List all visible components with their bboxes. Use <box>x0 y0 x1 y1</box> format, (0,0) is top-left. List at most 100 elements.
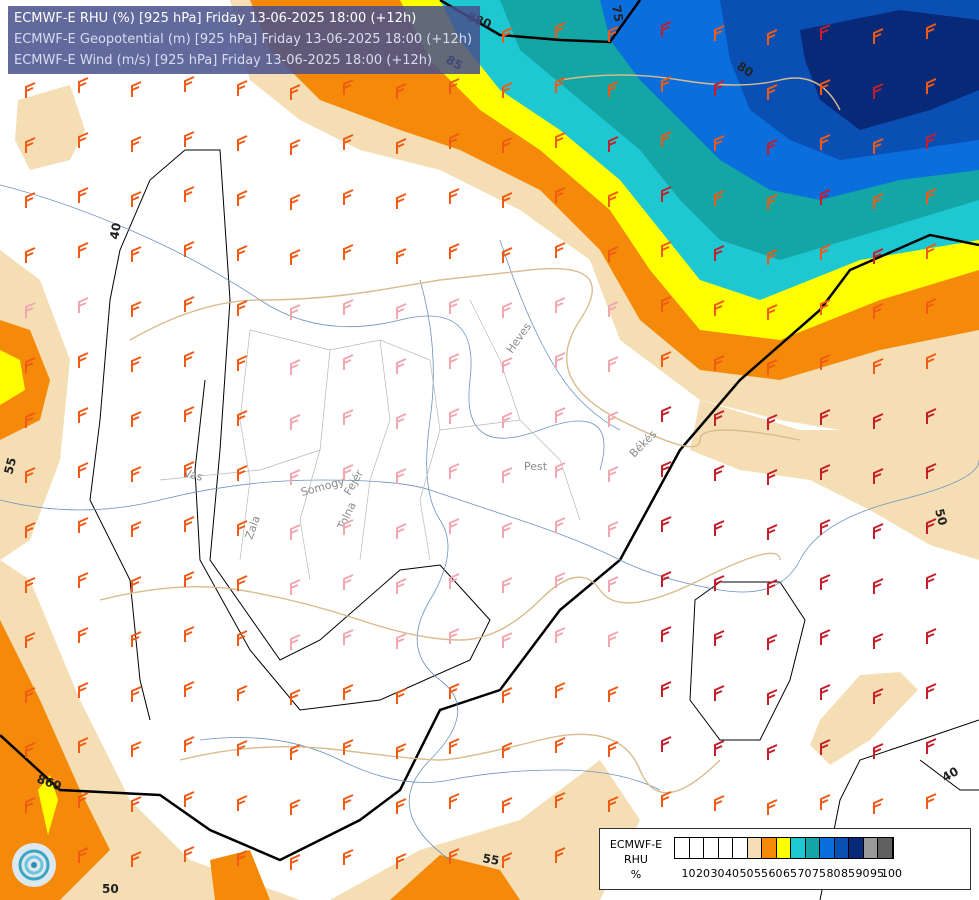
legend-swatch <box>820 838 835 858</box>
wind-barb <box>767 414 778 430</box>
wind-barb <box>555 132 566 148</box>
wind-barb <box>767 469 778 485</box>
wind-barb <box>449 573 460 589</box>
wind-barb <box>343 519 354 535</box>
wind-barb <box>237 80 248 96</box>
wind-barb <box>555 572 566 588</box>
wind-barb <box>184 791 195 807</box>
legend-color-bar <box>674 837 894 859</box>
wind-barb <box>873 413 884 429</box>
wind-barb <box>714 25 725 41</box>
wind-barb <box>131 631 142 647</box>
wind-barb <box>661 21 672 37</box>
wind-barb <box>555 737 566 753</box>
wind-barb <box>449 298 460 314</box>
legend-swatch <box>791 838 806 858</box>
wind-barb <box>502 797 513 813</box>
wind-barbs <box>25 21 937 870</box>
wind-barb <box>449 848 460 864</box>
wind-barb <box>608 301 619 317</box>
legend-tick-label: 95 <box>870 867 884 880</box>
title-panel: ECMWF-E RHU (%) [925 hPa] Friday 13-06-2… <box>8 6 481 74</box>
wind-barb <box>25 577 36 593</box>
wind-barb <box>502 577 513 593</box>
wind-barb <box>78 627 89 643</box>
legend-tick-label: 90 <box>855 867 870 880</box>
wind-barb <box>25 742 36 758</box>
rhu-label-55-west: 55 <box>1 456 19 476</box>
wind-barb <box>25 797 36 813</box>
wind-barb <box>820 794 831 810</box>
wind-barb <box>926 353 937 369</box>
wind-barb <box>25 137 36 153</box>
wind-barb <box>926 518 937 534</box>
wind-barb <box>449 793 460 809</box>
wind-barb <box>25 412 36 428</box>
wind-barb <box>290 359 301 375</box>
wind-barb <box>290 469 301 485</box>
legend-title-unit: % <box>630 868 642 881</box>
wind-barb <box>184 846 195 862</box>
wind-barb <box>714 190 725 206</box>
wind-barb <box>449 133 460 149</box>
wind-barb <box>661 736 672 752</box>
place-names: Heves Békés Pest Vas Somogy Fejér Zala T… <box>182 320 659 541</box>
wind-barb <box>237 520 248 536</box>
wind-barb <box>131 81 142 97</box>
wind-barb <box>820 409 831 425</box>
legend-tick-label: 55 <box>754 867 768 880</box>
wind-barb <box>502 27 513 43</box>
wind-barb <box>714 795 725 811</box>
wind-barb <box>555 22 566 38</box>
wind-barb <box>661 626 672 642</box>
wind-barb <box>873 468 884 484</box>
wind-barb <box>502 357 513 373</box>
wind-barb <box>131 136 142 152</box>
rhu-label-40-west: 40 <box>107 222 124 241</box>
wind-barb <box>290 194 301 210</box>
legend-swatch <box>762 838 777 858</box>
wind-barb <box>555 462 566 478</box>
legend-tick-label: 75 <box>812 867 826 880</box>
wind-barb <box>396 138 407 154</box>
wind-barb <box>78 792 89 808</box>
wind-barb <box>873 633 884 649</box>
wind-barb <box>714 135 725 151</box>
title-wind: ECMWF-E Wind (m/s) [925 hPa] Friday 13-0… <box>14 53 433 68</box>
legend-tick-label: 80 <box>826 867 841 880</box>
title-rhu: ECMWF-E RHU (%) [925 hPa] Friday 13-06-2… <box>14 11 417 26</box>
legend-swatch <box>863 838 878 858</box>
legend-tick-label: 40 <box>725 867 739 880</box>
place-bekes: Békés <box>627 428 660 461</box>
legend-swatch <box>776 838 791 858</box>
wind-barb <box>926 628 937 644</box>
rhu-label-50-south: 50 <box>102 882 119 896</box>
wind-barb <box>926 78 937 94</box>
wind-barb <box>608 26 619 42</box>
wind-barb <box>502 687 513 703</box>
place-zala: Zala <box>243 514 263 541</box>
wind-barb <box>343 849 354 865</box>
wind-barb <box>78 407 89 423</box>
wind-barb <box>449 738 460 754</box>
wind-barb <box>714 630 725 646</box>
color-legend: ECMWF-E RHU % 10 20 30 40 50 55 60 65 70 75 80 85 90… <box>599 828 971 890</box>
wind-barb <box>767 689 778 705</box>
wind-barb <box>78 572 89 588</box>
wind-barb <box>131 741 142 757</box>
border-lines <box>99 74 841 794</box>
wind-barb <box>608 521 619 537</box>
wind-barb <box>78 132 89 148</box>
wind-barb <box>714 685 725 701</box>
wind-barb <box>184 516 195 532</box>
legend-title-model: ECMWF-E <box>609 838 663 851</box>
wind-barb <box>873 688 884 704</box>
legend-tick-label: 10 <box>681 867 696 880</box>
wind-barb <box>873 248 884 264</box>
wind-barb <box>290 84 301 100</box>
wind-barb <box>820 354 831 370</box>
wind-barb <box>926 23 937 39</box>
wind-barb <box>926 463 937 479</box>
